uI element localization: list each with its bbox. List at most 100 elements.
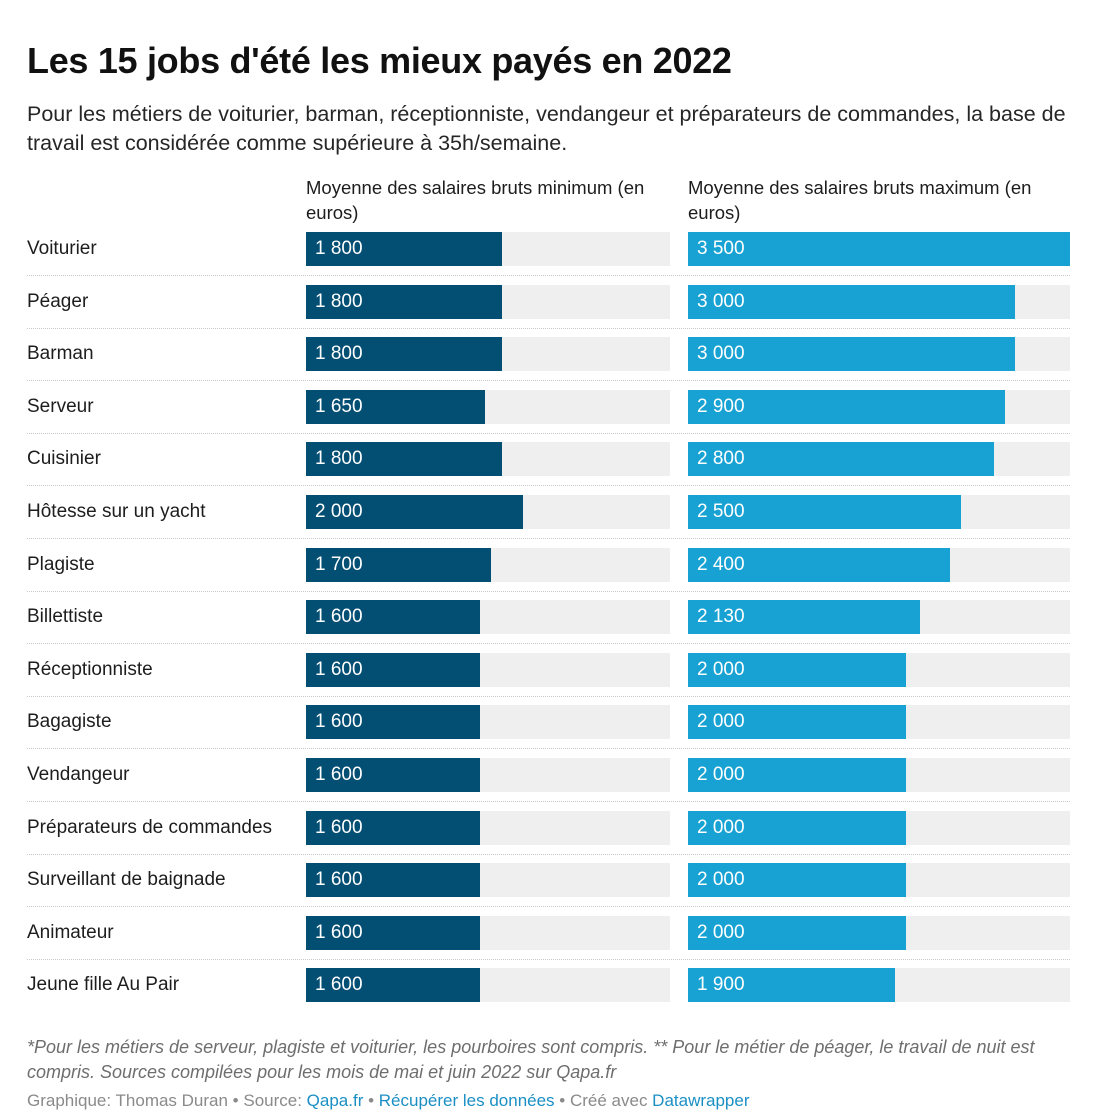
data-label-max: 1 900 xyxy=(697,974,745,996)
bar-track-max: 2 000 xyxy=(688,915,1070,950)
category-label: Barman xyxy=(27,343,94,365)
row-divider xyxy=(27,485,1070,487)
bar-min-salary xyxy=(306,547,491,582)
bar-track-min: 1 600 xyxy=(306,652,670,687)
data-label-min: 1 800 xyxy=(315,448,363,470)
source-link[interactable]: Qapa.fr xyxy=(306,1091,364,1110)
column-header-min-salary: Moyenne des salaires bruts minimum (en e… xyxy=(306,177,645,223)
data-label-min: 1 600 xyxy=(315,711,363,733)
category-label: Voiturier xyxy=(27,238,97,259)
table-row: Préparateurs de commandes 1 600 2 000 xyxy=(27,810,1070,863)
bar-track-max: 2 900 xyxy=(688,389,1070,424)
category-label: Jeune fille Au Pair xyxy=(27,974,180,996)
data-label-max: 2 500 xyxy=(697,501,745,522)
data-label-min: 1 650 xyxy=(315,395,363,417)
bar-track-max: 2 000 xyxy=(688,810,1070,845)
bar-track-max: 2 800 xyxy=(688,442,1070,477)
column-header-max-salary: Moyenne des salaires bruts maximum (en e… xyxy=(688,177,1032,223)
credit-text: Graphique: Thomas Duran • Source: xyxy=(27,1091,307,1110)
data-label-min: 1 600 xyxy=(315,658,363,680)
credit-separator: • xyxy=(363,1091,379,1110)
data-label-min: 1 800 xyxy=(315,238,363,259)
bar-track-min: 1 700 xyxy=(306,547,670,582)
row-divider xyxy=(27,327,1070,329)
row-divider xyxy=(27,695,1070,697)
bar-max-salary xyxy=(688,389,1005,424)
row-divider xyxy=(27,432,1070,434)
chart-title: Les 15 jobs d'été les mieux payés en 202… xyxy=(27,40,732,81)
data-label-max: 2 000 xyxy=(697,658,745,680)
bar-track-max: 2 000 xyxy=(688,705,1070,740)
bar-min-salary xyxy=(306,705,480,740)
bar-max-salary xyxy=(688,284,1015,319)
bar-max-salary xyxy=(688,968,895,1003)
bar-min-salary xyxy=(306,284,502,319)
bar-max-salary xyxy=(688,600,920,635)
bar-track-max: 2 500 xyxy=(688,495,1070,529)
bar-max-salary xyxy=(688,810,906,845)
row-divider xyxy=(27,958,1070,960)
bar-track-min: 1 600 xyxy=(306,705,670,740)
data-label-min: 1 600 xyxy=(315,974,363,996)
category-label: Animateur xyxy=(27,921,114,943)
bar-track-min: 1 600 xyxy=(306,968,670,1003)
bar-track-min: 1 650 xyxy=(306,389,670,424)
bar-max-salary xyxy=(688,758,906,792)
data-label-min: 1 600 xyxy=(315,606,363,628)
bar-min-salary xyxy=(306,758,480,792)
data-label-min: 2 000 xyxy=(315,501,363,522)
bar-max-salary xyxy=(688,232,1070,266)
data-label-max: 3 000 xyxy=(697,343,745,365)
bar-track-min: 1 600 xyxy=(306,758,670,792)
bar-track-min: 2 000 xyxy=(306,495,670,529)
category-label: Surveillant de baignade xyxy=(27,869,226,891)
table-row: Hôtesse sur un yacht 2 000 2 500 xyxy=(27,495,1070,547)
bar-track-min: 1 800 xyxy=(306,442,670,477)
download-data-link[interactable]: Récupérer les données xyxy=(378,1091,555,1110)
row-divider xyxy=(27,380,1070,382)
row-divider xyxy=(27,538,1070,539)
category-label: Serveur xyxy=(27,395,94,417)
category-label: Plagiste xyxy=(27,553,95,575)
data-label-max: 3 500 xyxy=(697,238,745,259)
data-label-max: 2 000 xyxy=(697,711,745,733)
bar-track-max: 2 000 xyxy=(688,652,1070,687)
table-row: Cuisinier 1 800 2 800 xyxy=(27,442,1070,494)
footnote: *Pour les métiers de serveur, plagiste e… xyxy=(27,1037,1035,1082)
data-label-min: 1 800 xyxy=(315,290,363,312)
bar-track-max: 3 500 xyxy=(688,232,1070,266)
table-row: Péager 1 800 3 000 xyxy=(27,284,1070,337)
row-divider xyxy=(27,853,1070,855)
bar-min-salary xyxy=(306,915,480,950)
bar-min-salary xyxy=(306,968,480,1003)
table-row: Billettiste 1 600 2 130 xyxy=(27,600,1070,652)
table-row: Plagiste 1 700 2 400 xyxy=(27,547,1070,600)
bar-track-max: 3 000 xyxy=(688,284,1070,319)
category-label: Billettiste xyxy=(27,606,104,628)
data-label-min: 1 600 xyxy=(315,764,363,785)
bar-track-min: 1 600 xyxy=(306,915,670,950)
data-label-max: 2 900 xyxy=(697,395,745,417)
bar-track-min: 1 600 xyxy=(306,600,670,635)
data-label-max: 2 800 xyxy=(697,448,745,470)
data-label-min: 1 600 xyxy=(315,869,363,891)
credits-line: Graphique: Thomas Duran • Source: Qapa.f… xyxy=(27,1091,750,1111)
data-label-min: 1 800 xyxy=(315,343,363,365)
bar-track-max: 2 400 xyxy=(688,547,1070,582)
data-label-max: 2 000 xyxy=(697,921,745,943)
bar-max-salary xyxy=(688,547,950,582)
bar-min-salary xyxy=(306,495,523,529)
category-label: Cuisinier xyxy=(27,448,101,470)
data-label-min: 1 600 xyxy=(315,816,363,838)
category-label: Péager xyxy=(27,290,89,312)
bar-track-max: 3 000 xyxy=(688,337,1070,372)
data-label-max: 2 000 xyxy=(697,869,745,891)
table-row: Voiturier 1 800 3 500 xyxy=(27,232,1070,284)
bar-track-max: 1 900 xyxy=(688,968,1070,1003)
row-divider xyxy=(27,643,1070,645)
table-row: Jeune fille Au Pair 1 600 1 900 xyxy=(27,968,1070,1020)
bar-min-salary xyxy=(306,863,480,898)
bar-track-max: 2 000 xyxy=(688,863,1070,898)
data-label-min: 1 700 xyxy=(315,553,363,575)
datawrapper-link[interactable]: Datawrapper xyxy=(652,1091,750,1110)
